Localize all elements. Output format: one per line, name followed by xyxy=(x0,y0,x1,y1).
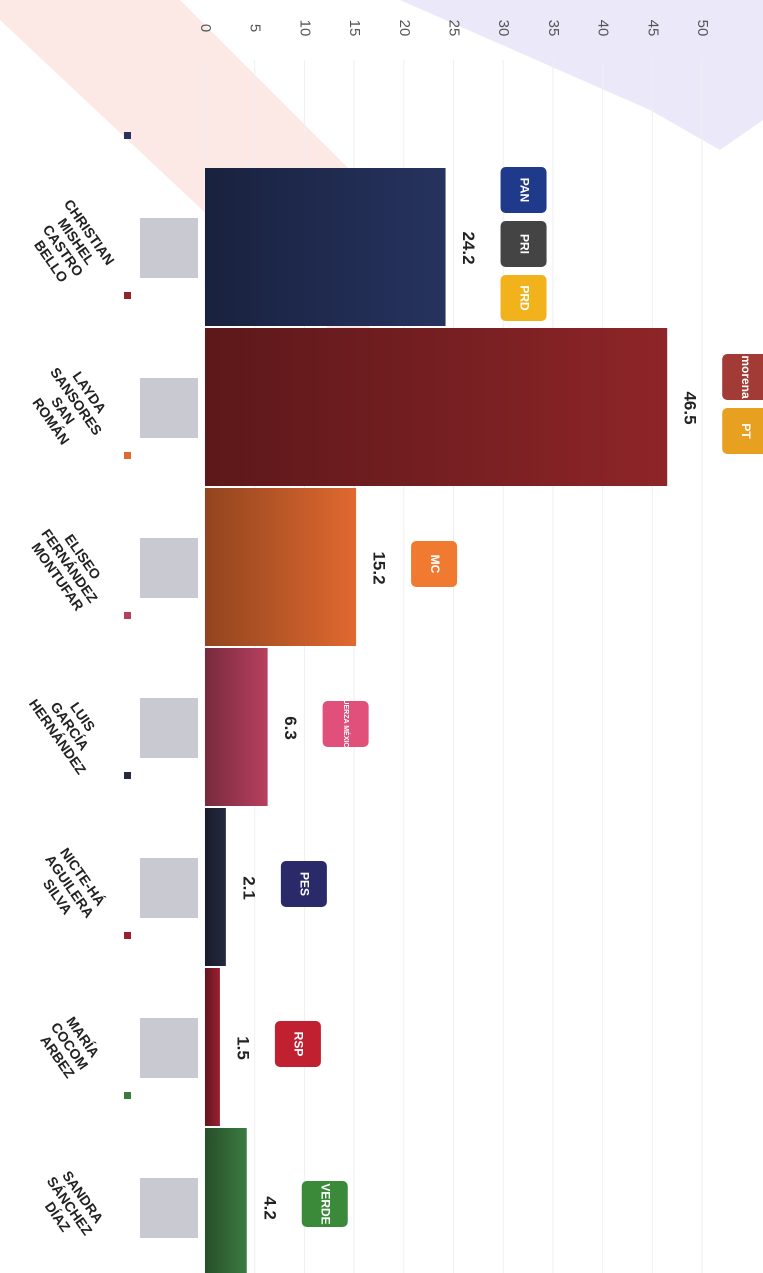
candidate-photo xyxy=(140,378,198,438)
party-name: FUERZA MÉXICO xyxy=(342,695,351,753)
party-name: PES xyxy=(298,872,312,896)
x-tick-label: 15 xyxy=(346,20,363,37)
bar-shade xyxy=(205,168,446,326)
candidate-photo xyxy=(140,858,198,918)
bar-shade xyxy=(205,648,268,806)
party-name: PAN xyxy=(517,178,531,202)
party-logo xyxy=(411,541,458,587)
bar-shade xyxy=(205,488,357,646)
bar-shade xyxy=(205,808,226,966)
category-label: CHRISTIAN MISHEL CASTRO BELLO xyxy=(22,196,120,298)
value-label: 46.5 xyxy=(681,391,700,424)
category-label: LAYDA SANSORES SAN ROMÁN xyxy=(21,355,121,459)
marker xyxy=(124,292,131,299)
value-label: 1.5 xyxy=(233,1036,252,1060)
value-label: 24.2 xyxy=(459,231,478,264)
category-label: MARÍA COCOM ARBEZ xyxy=(35,1010,107,1085)
category-label: LUIS GARCÍA HERNÁNDEZ xyxy=(26,677,116,777)
marker xyxy=(124,452,131,459)
x-tick-label: 20 xyxy=(396,20,413,37)
x-tick-label: 30 xyxy=(495,20,512,37)
value-label: 15.2 xyxy=(370,551,389,584)
x-tick-label: 10 xyxy=(296,20,313,37)
candidate-photo xyxy=(140,1178,198,1238)
party-logo xyxy=(322,701,369,747)
bg-shape xyxy=(400,0,763,150)
marker xyxy=(124,772,131,779)
party-name: PRD xyxy=(517,285,531,311)
category-label: ELISEO FERNÁNDEZ MONTUFAR xyxy=(26,517,117,618)
bar-shade xyxy=(205,328,668,486)
party-name: MC xyxy=(428,555,442,574)
candidate-photo xyxy=(140,218,198,278)
party-name: PRI xyxy=(517,234,531,254)
value-label: 2.1 xyxy=(239,876,258,900)
party-logo xyxy=(500,167,547,213)
party-name: morena xyxy=(739,355,753,399)
category-label: NICTE-HÁ AGUILERA SILVA xyxy=(29,842,112,932)
bar-shade xyxy=(205,1128,247,1273)
party-logo xyxy=(301,1181,348,1227)
x-tick-label: 5 xyxy=(247,24,264,32)
marker xyxy=(124,1092,131,1099)
x-tick-label: 35 xyxy=(545,20,562,37)
candidate-photo xyxy=(140,1018,198,1078)
party-name: RSP xyxy=(292,1032,306,1057)
marker xyxy=(124,932,131,939)
x-tick-label: 0 xyxy=(197,24,214,32)
value-label: 6.3 xyxy=(281,716,300,740)
bar-shade xyxy=(205,968,220,1126)
value-label: 4.2 xyxy=(260,1196,279,1220)
candidate-photo xyxy=(140,538,198,598)
party-name: VERDE xyxy=(319,1183,333,1224)
party-logo xyxy=(722,354,763,400)
x-tick-label: 50 xyxy=(694,20,711,37)
party-logo xyxy=(500,221,547,267)
x-tick-label: 45 xyxy=(644,20,661,37)
party-logo xyxy=(722,408,763,454)
x-tick-label: 40 xyxy=(595,20,612,37)
party-logo xyxy=(274,1021,321,1067)
x-tick-label: 25 xyxy=(446,20,463,37)
category-label: SANDRA SÁNCHEZ DÍAZ xyxy=(31,1164,111,1250)
marker xyxy=(124,612,131,619)
party-name: PT xyxy=(739,423,753,439)
candidate-photo xyxy=(140,698,198,758)
party-logo xyxy=(500,275,547,321)
party-logo xyxy=(280,861,327,907)
marker xyxy=(124,132,131,139)
